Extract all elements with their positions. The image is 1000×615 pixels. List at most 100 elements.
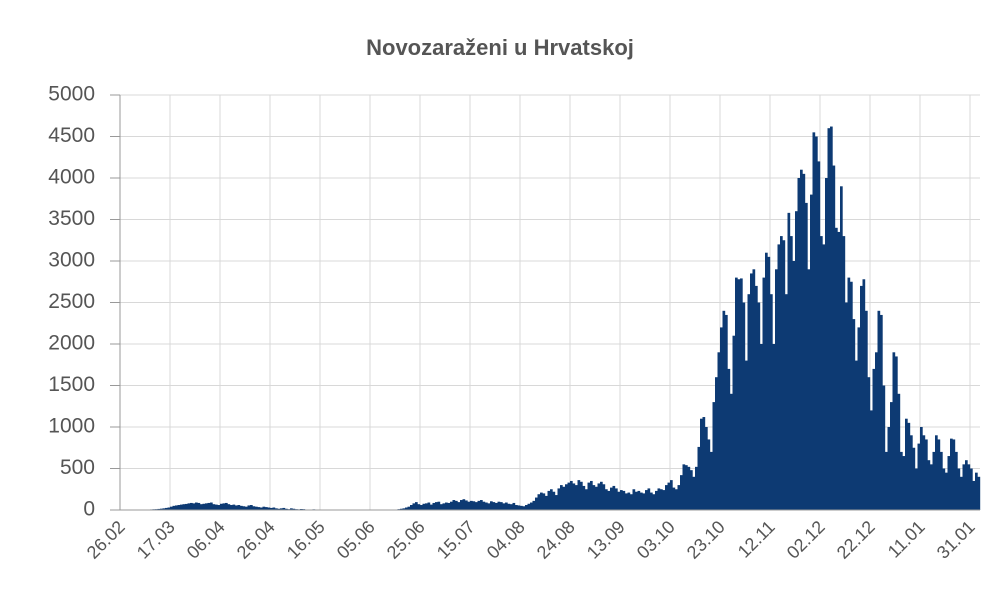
bar xyxy=(157,508,161,510)
bar xyxy=(700,418,703,510)
bar xyxy=(602,484,606,510)
bar xyxy=(527,503,531,510)
bar xyxy=(507,503,511,510)
bar xyxy=(667,482,671,510)
bar xyxy=(912,447,916,510)
bar xyxy=(252,506,256,510)
bar xyxy=(282,507,286,510)
bar xyxy=(482,501,486,510)
bar xyxy=(952,439,956,510)
bar xyxy=(775,269,778,510)
bar xyxy=(960,476,963,510)
bar xyxy=(800,169,803,510)
bar xyxy=(650,492,653,510)
bar xyxy=(222,503,226,510)
bar xyxy=(855,360,858,510)
bar xyxy=(200,504,203,510)
bar xyxy=(175,505,178,510)
bar xyxy=(777,244,781,510)
bar xyxy=(885,451,888,510)
x-tick-label: 24.08 xyxy=(533,517,579,563)
bar xyxy=(515,505,518,510)
bar xyxy=(560,485,563,510)
bar xyxy=(402,508,406,510)
bar xyxy=(510,504,513,510)
bar xyxy=(690,470,693,510)
x-tick-label: 31.01 xyxy=(933,517,979,563)
bar xyxy=(732,335,736,510)
bar xyxy=(470,500,473,510)
bar xyxy=(585,489,588,510)
bar xyxy=(937,439,941,510)
bar xyxy=(270,507,273,510)
y-tick-label: 5000 xyxy=(48,83,95,106)
bar xyxy=(702,417,706,510)
x-tick-label: 13.09 xyxy=(583,517,629,563)
bar xyxy=(957,468,961,510)
bar xyxy=(630,494,633,510)
bar xyxy=(967,464,971,510)
bar xyxy=(185,503,188,510)
bar xyxy=(945,472,948,510)
bar xyxy=(225,502,228,510)
bar xyxy=(552,491,556,510)
bar xyxy=(285,508,288,510)
bar xyxy=(770,294,773,510)
bar xyxy=(880,314,883,510)
bar xyxy=(920,427,923,510)
bar xyxy=(887,427,891,510)
bar xyxy=(822,244,826,510)
bar xyxy=(740,278,743,510)
bar xyxy=(292,508,296,510)
bar xyxy=(227,504,231,510)
bar xyxy=(480,500,483,510)
bar xyxy=(905,418,908,510)
bar xyxy=(772,344,776,510)
bar xyxy=(720,327,723,510)
bar xyxy=(815,136,818,510)
x-tick-label: 26.02 xyxy=(83,517,129,563)
x-tick-label: 11.01 xyxy=(884,517,929,562)
bar xyxy=(890,402,893,510)
bar xyxy=(882,385,886,510)
bar xyxy=(595,486,598,510)
bar xyxy=(592,485,596,510)
bar xyxy=(625,493,628,510)
bar xyxy=(450,501,453,510)
bar xyxy=(725,314,728,510)
bar xyxy=(947,456,951,510)
bar xyxy=(405,507,408,510)
bar xyxy=(435,502,438,510)
bar xyxy=(512,502,516,510)
bar xyxy=(965,460,968,510)
bar xyxy=(235,505,238,510)
bar xyxy=(202,503,206,510)
bar xyxy=(712,402,716,510)
bar xyxy=(635,491,638,510)
bar xyxy=(542,493,546,510)
bar xyxy=(575,485,578,510)
bar xyxy=(755,285,758,510)
x-tick-label: 16.05 xyxy=(283,517,329,563)
bar xyxy=(220,503,223,510)
bar xyxy=(790,236,793,510)
bar xyxy=(955,451,958,510)
bar xyxy=(495,502,498,510)
bar xyxy=(615,488,618,510)
bar xyxy=(262,506,266,510)
bar xyxy=(547,490,551,510)
bar xyxy=(247,505,251,510)
bar xyxy=(910,435,913,510)
bar xyxy=(812,132,816,510)
bar xyxy=(590,480,593,510)
bar xyxy=(462,499,466,510)
bar xyxy=(587,482,591,510)
bar xyxy=(605,489,608,510)
bar xyxy=(275,508,278,510)
bar xyxy=(577,480,581,510)
bar xyxy=(827,128,831,510)
bar xyxy=(830,126,833,510)
bar xyxy=(182,504,186,510)
